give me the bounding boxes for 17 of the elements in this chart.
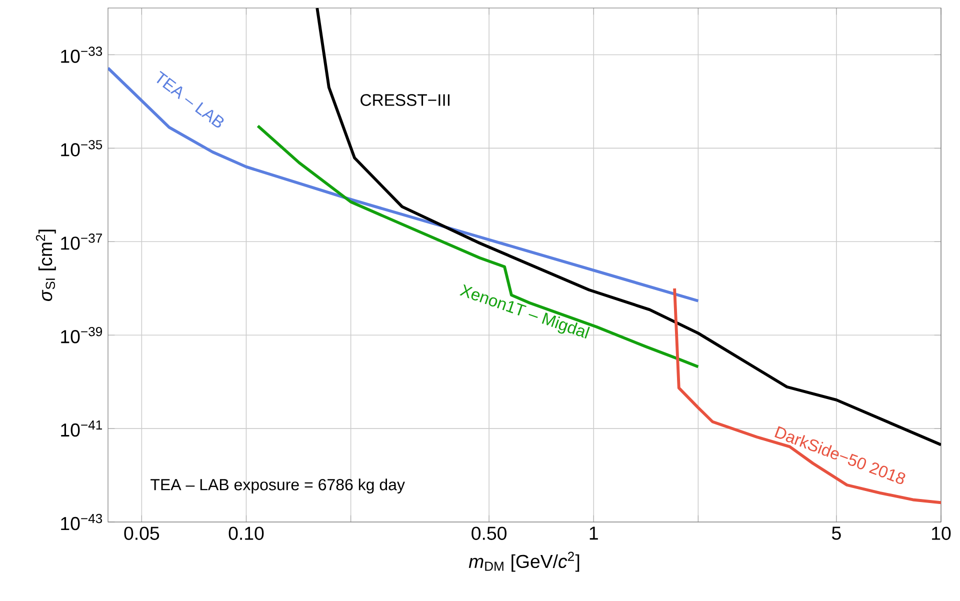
x-tick-label: 5 [832,526,841,540]
annotation: TEA – LAB exposure = 6786 kg day [150,478,405,494]
y-axis-title: σ$_{SI}$ [cm$^{2}$] [36,230,56,302]
x-axis-title: m$_{DM}$ [GeV/c$^{2}$] [468,552,580,572]
series-label: CRESST−III [360,94,450,106]
y-tick-label: 10$^{−35}$ [61,140,102,156]
text: TEA – LAB [156,70,224,128]
x-tick-label: 1 [590,526,598,540]
x-tick-label: 0.10 [228,526,264,540]
y-tick-label: 10$^{−43}$ [61,514,102,530]
y-tick-label: 10$^{−41}$ [61,420,102,437]
y-tick-label: 10$^{−33}$ [61,46,102,63]
x-tick-label: 0.05 [124,526,160,540]
y-tick-label: 10$^{−39}$ [61,326,102,344]
x-tick-label: 10 [932,526,951,540]
y-tick-label: 10$^{−37}$ [61,234,102,250]
x-tick-label: 0.50 [472,526,506,540]
